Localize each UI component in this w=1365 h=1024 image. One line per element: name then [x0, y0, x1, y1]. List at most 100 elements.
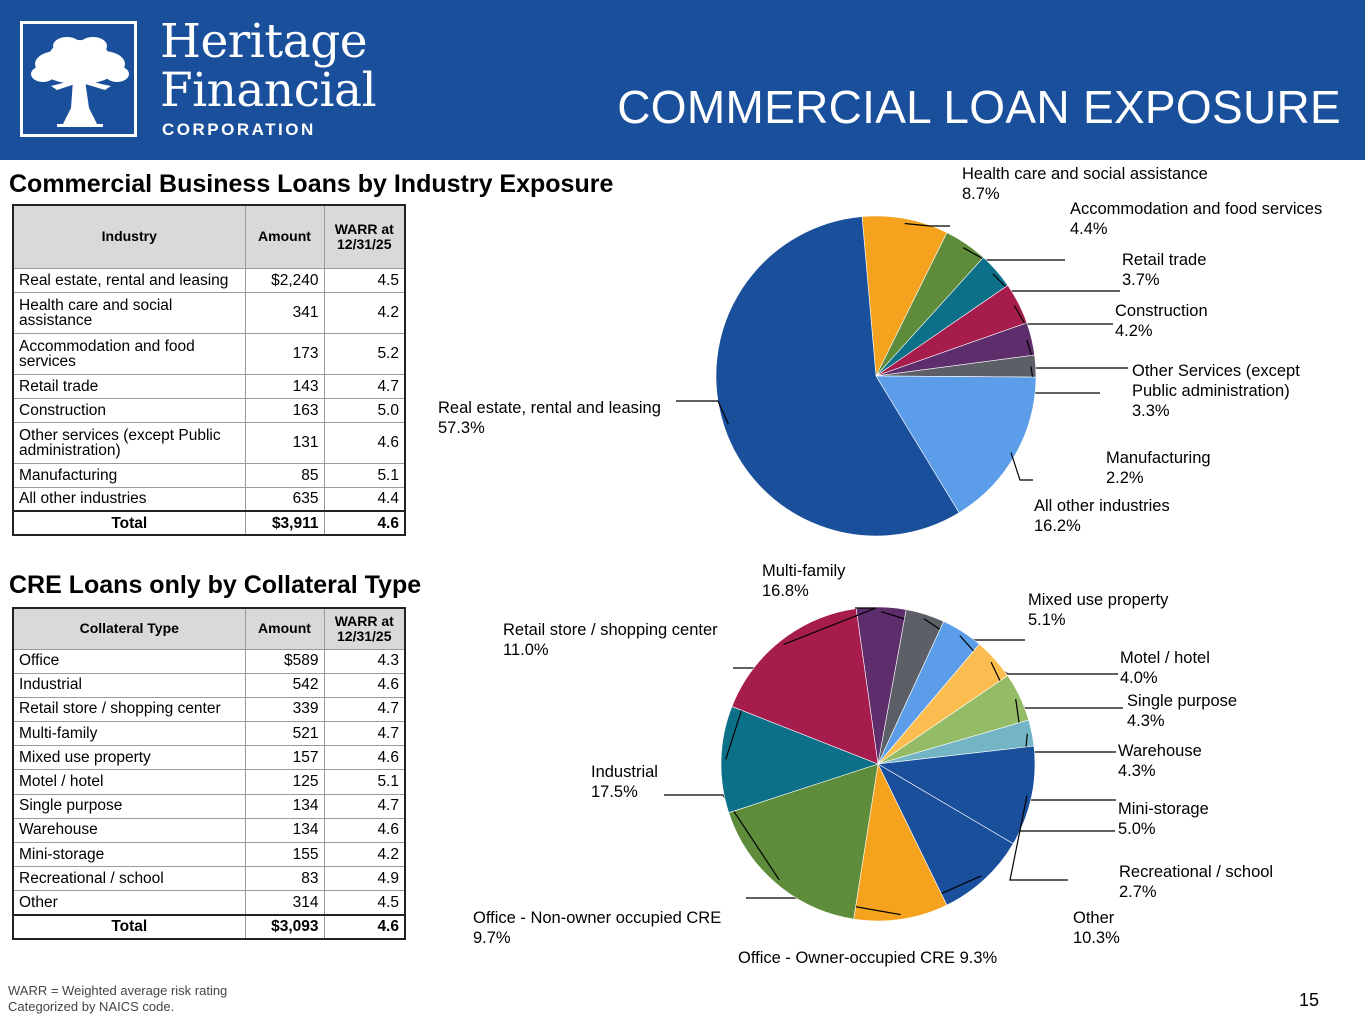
pie-slice-all-other-industries	[875, 375, 1037, 514]
column-header-amount: Amount	[244, 607, 325, 650]
logo-text-heritage: Heritage	[160, 14, 368, 69]
slice-name-label: Accommodation and food services	[1070, 200, 1322, 218]
slice-name-label: Other	[1073, 909, 1115, 927]
row-name: Multi-family	[12, 721, 246, 747]
leader-line-real-estate-rental-and-leasing	[676, 400, 730, 425]
slice-name-label: Other Services (except	[1132, 362, 1300, 380]
page-title: COMMERCIAL LOAN EXPOSURE	[617, 81, 1341, 133]
row-warr: 4.5	[323, 890, 406, 916]
slice-percent-label: 16.8%	[762, 582, 809, 600]
row-amount: 341	[244, 291, 325, 334]
table-total-row: Total $3,093 4.6	[12, 914, 406, 940]
table-row: Single purpose 134 4.7	[12, 793, 406, 819]
table-row: Mixed use property 157 4.6	[12, 745, 406, 771]
pie-slice-multi-family	[731, 608, 879, 765]
row-amount: 155	[244, 841, 325, 868]
leader-line-industrial	[664, 794, 780, 881]
oak-tree-icon	[31, 37, 129, 127]
slice-percent-label: 4.4%	[1070, 220, 1108, 238]
slice-name-label: Retail store / shopping center	[503, 621, 718, 639]
slice-name-label: Mini-storage	[1118, 800, 1209, 818]
slice-percent-label: 57.3%	[438, 419, 485, 437]
header-banner: Heritage Financial CORPORATION COMMERCIA…	[0, 0, 1365, 160]
slice-percent-label: 16.2%	[1034, 517, 1081, 535]
table-row: Manufacturing 85 5.1	[12, 462, 406, 488]
row-name: Other services (except Public administra…	[12, 421, 246, 464]
table-row: Retail store / shopping center 339 4.7	[12, 696, 406, 723]
footnote-line: WARR = Weighted average risk rating	[8, 983, 228, 998]
row-name: Office	[12, 648, 246, 674]
row-warr: 4.7	[323, 696, 406, 723]
table-row: Other services (except Public administra…	[12, 421, 406, 464]
slice-percent-label: 9.7%	[473, 929, 511, 947]
table-row: Retail trade 143 4.7	[12, 373, 406, 399]
slice-name-label: Multi-family	[762, 562, 846, 580]
slice-name-label: Office - Non-owner occupied CRE	[473, 909, 721, 927]
slice-name-label: Single purpose	[1127, 692, 1237, 710]
slice-percent-label: 10.3%	[1073, 929, 1120, 947]
table-row: Office $589 4.3	[12, 648, 406, 674]
slice-percent-label: 4.2%	[1115, 322, 1153, 340]
slice-percent-label: 3.3%	[1132, 402, 1170, 420]
footnote-line: Categorized by NAICS code.	[8, 999, 175, 1014]
row-name: Real estate, rental and leasing	[12, 267, 246, 293]
row-warr: 4.6	[323, 672, 406, 698]
pie-slice-office-owner-occupied-cre-9-3	[877, 763, 1014, 906]
column-header-warr: WARR at 12/31/25	[323, 607, 406, 650]
industry-exposure-table: Industry Amount WARR at 12/31/25 Real es…	[12, 204, 406, 536]
logo-text-financial: Financial	[160, 63, 377, 118]
footnote: WARR = Weighted average risk rating Cate…	[8, 983, 227, 1015]
row-name: Industrial	[12, 672, 246, 698]
logo-emblem	[20, 21, 137, 137]
pie-slice-office-non-owner-occupied-cre	[853, 763, 948, 922]
row-warr: 5.2	[323, 332, 406, 375]
row-amount: 143	[244, 373, 325, 399]
total-warr: 4.6	[323, 510, 406, 536]
slice-percent-label: 4.0%	[1120, 669, 1158, 687]
row-name: Retail store / shopping center	[12, 696, 246, 723]
slice-name-label: Public administration)	[1132, 382, 1290, 400]
slice-name-label: Construction	[1115, 302, 1208, 320]
slice-name-label: All other industries	[1034, 497, 1170, 515]
slice-percent-label: 5.0%	[1118, 820, 1156, 838]
row-amount: 134	[244, 817, 325, 844]
slice-name-label: Mixed use property	[1028, 591, 1169, 609]
row-warr: 4.3	[323, 648, 406, 674]
leader-line-multi-family	[783, 607, 877, 645]
table-row: Real estate, rental and leasing $2,240 4…	[12, 267, 406, 293]
column-header-warr: WARR at 12/31/25	[323, 204, 406, 269]
table-row: Mini-storage 155 4.2	[12, 841, 406, 868]
column-header-industry: Industry	[12, 204, 246, 269]
total-amount: $3,093	[244, 914, 325, 940]
row-warr: 4.6	[323, 421, 406, 464]
row-amount: 134	[244, 793, 325, 819]
row-warr: 4.2	[323, 291, 406, 334]
slice-percent-label: 4.3%	[1118, 762, 1156, 780]
slice-percent-label: 4.3%	[1127, 712, 1165, 730]
row-name: Single purpose	[12, 793, 246, 819]
slice-name-label: Office - Owner-occupied CRE 9.3%	[738, 949, 998, 967]
slice-percent-label: 2.7%	[1119, 883, 1157, 901]
table-row: Multi-family 521 4.7	[12, 721, 406, 747]
leader-line-other	[1009, 795, 1068, 881]
row-warr: 4.9	[323, 866, 406, 892]
pie-slice-retail-store-shopping-center	[720, 706, 879, 814]
row-warr: 4.5	[323, 267, 406, 293]
table-row: All other industries 635 4.4	[12, 486, 406, 512]
table-header-row: Collateral Type Amount WARR at 12/31/25	[12, 607, 406, 650]
row-warr: 4.4	[323, 486, 406, 512]
pie-slice-industrial	[728, 763, 879, 920]
slice-name-label: Retail trade	[1122, 251, 1206, 269]
slice-percent-label: 5.1%	[1028, 611, 1066, 629]
slice-name-label: Recreational / school	[1119, 863, 1273, 881]
row-amount: $2,240	[244, 267, 325, 293]
table-row: Other 314 4.5	[12, 890, 406, 916]
collateral-type-table: Collateral Type Amount WARR at 12/31/25 …	[12, 607, 406, 941]
table-row: Recreational / school 83 4.9	[12, 866, 406, 892]
row-amount: 157	[244, 745, 325, 771]
pie-slice-health-care-and-social-assistance	[861, 215, 948, 378]
total-label: Total	[12, 510, 246, 536]
row-name: Recreational / school	[12, 866, 246, 892]
